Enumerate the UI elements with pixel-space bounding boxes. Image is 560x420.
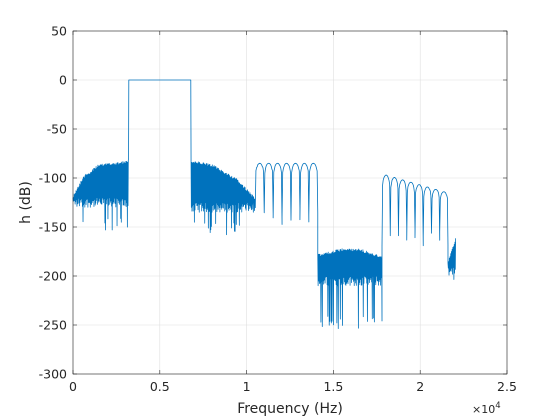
y-axis-label: h (dB) (18, 181, 34, 224)
y-tick-labels: 50 0 -50 -100 -150 -200 -250 -300 (39, 24, 67, 382)
x-tick-label: 1.5 (323, 379, 343, 394)
plot-series-group (72, 79, 457, 330)
x-axis-exponent: ×104 (472, 401, 501, 416)
x-tick-label: 0 (69, 379, 77, 394)
y-tick-label: -150 (39, 220, 67, 235)
axes-box (72, 30, 508, 375)
x-tick-label: 0.5 (150, 379, 170, 394)
frequency-response-series (72, 79, 457, 330)
x-axis-label: Frequency (Hz) (237, 401, 343, 417)
y-tick-label: -250 (39, 318, 67, 333)
tick-marks (72, 30, 508, 375)
y-tick-label: 0 (59, 73, 67, 88)
x-tick-labels: 0 0.5 1 1.5 2 2.5 (69, 379, 517, 394)
x-tick-label: 2.5 (497, 379, 517, 394)
x-exponent-base: ×10 (472, 403, 495, 416)
y-tick-label: -200 (39, 269, 67, 284)
y-tick-label: 50 (51, 24, 67, 39)
y-tick-label: -100 (39, 171, 67, 186)
x-tick-label: 2 (416, 379, 424, 394)
x-exponent-power: 4 (495, 401, 500, 411)
y-tick-label: -300 (39, 367, 67, 382)
x-tick-label: 1 (243, 379, 251, 394)
y-tick-label: -50 (47, 122, 67, 137)
